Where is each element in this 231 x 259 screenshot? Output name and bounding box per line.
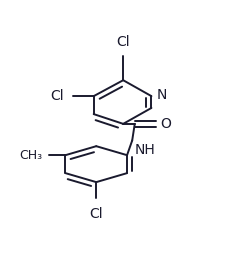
- Text: Cl: Cl: [89, 206, 103, 220]
- Text: Cl: Cl: [116, 35, 130, 49]
- Text: Cl: Cl: [51, 89, 64, 103]
- Text: N: N: [157, 88, 167, 102]
- Text: NH: NH: [135, 143, 155, 157]
- Text: CH₃: CH₃: [19, 149, 42, 162]
- Text: O: O: [160, 117, 171, 131]
